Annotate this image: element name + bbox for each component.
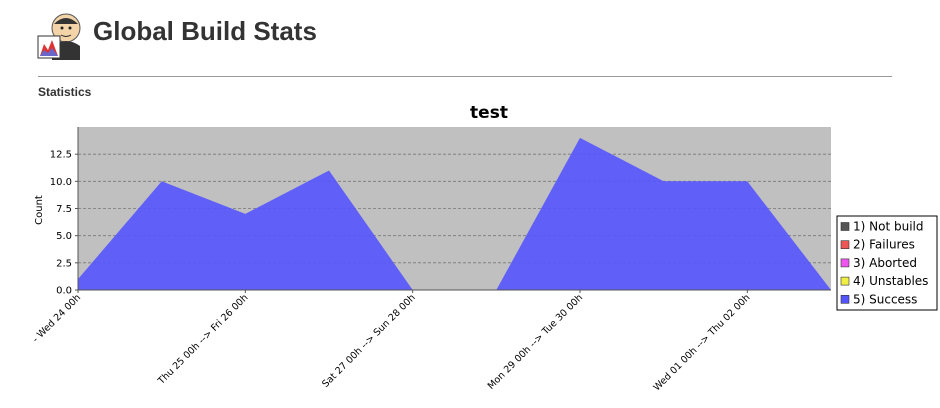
legend-label: 5) Success — [853, 292, 917, 306]
legend-label: 3) Aborted — [853, 256, 917, 270]
header-divider — [38, 76, 892, 77]
legend-label: 1) Not build — [853, 220, 923, 234]
x-tick-label: Mon 29 00h --> Tue 30 00h — [486, 292, 585, 391]
y-tick-label: 7.5 — [56, 204, 72, 215]
legend-swatch — [840, 240, 850, 249]
page-title: Global Build Stats — [93, 16, 317, 46]
y-tick-label: 0.0 — [56, 286, 72, 297]
series-area-4 — [78, 137, 831, 290]
y-axis-label: Count — [34, 195, 45, 225]
x-tick-label: - Wed 24 00h — [31, 292, 84, 345]
legend-swatch — [840, 276, 850, 286]
y-tick-label: 10.0 — [50, 177, 72, 188]
y-tick-label: 5.0 — [56, 231, 72, 242]
y-tick-label: 12.5 — [50, 150, 72, 161]
legend-swatch — [840, 258, 850, 268]
legend-swatch — [840, 222, 850, 231]
jenkins-logo-icon — [37, 13, 81, 60]
x-tick-label: Sat 27 00h --> Sun 28 00h — [320, 292, 418, 390]
legend-label: 2) Failures — [853, 238, 915, 252]
x-tick-label: Wed 01 00h --> Thu 02 00h — [651, 292, 752, 393]
legend-swatch — [840, 294, 850, 304]
legend-label: 4) Unstables — [853, 274, 928, 288]
x-tick-label: Thu 25 00h --> Fri 26 00h — [155, 292, 250, 387]
section-title: Statistics — [38, 85, 92, 99]
chart-legend: 1) Not build 2) Failures 3) Aborted 4) Unst… — [836, 215, 938, 311]
chart-title: test — [470, 103, 508, 123]
legend-box — [836, 215, 938, 311]
y-tick-label: 2.5 — [56, 258, 72, 269]
